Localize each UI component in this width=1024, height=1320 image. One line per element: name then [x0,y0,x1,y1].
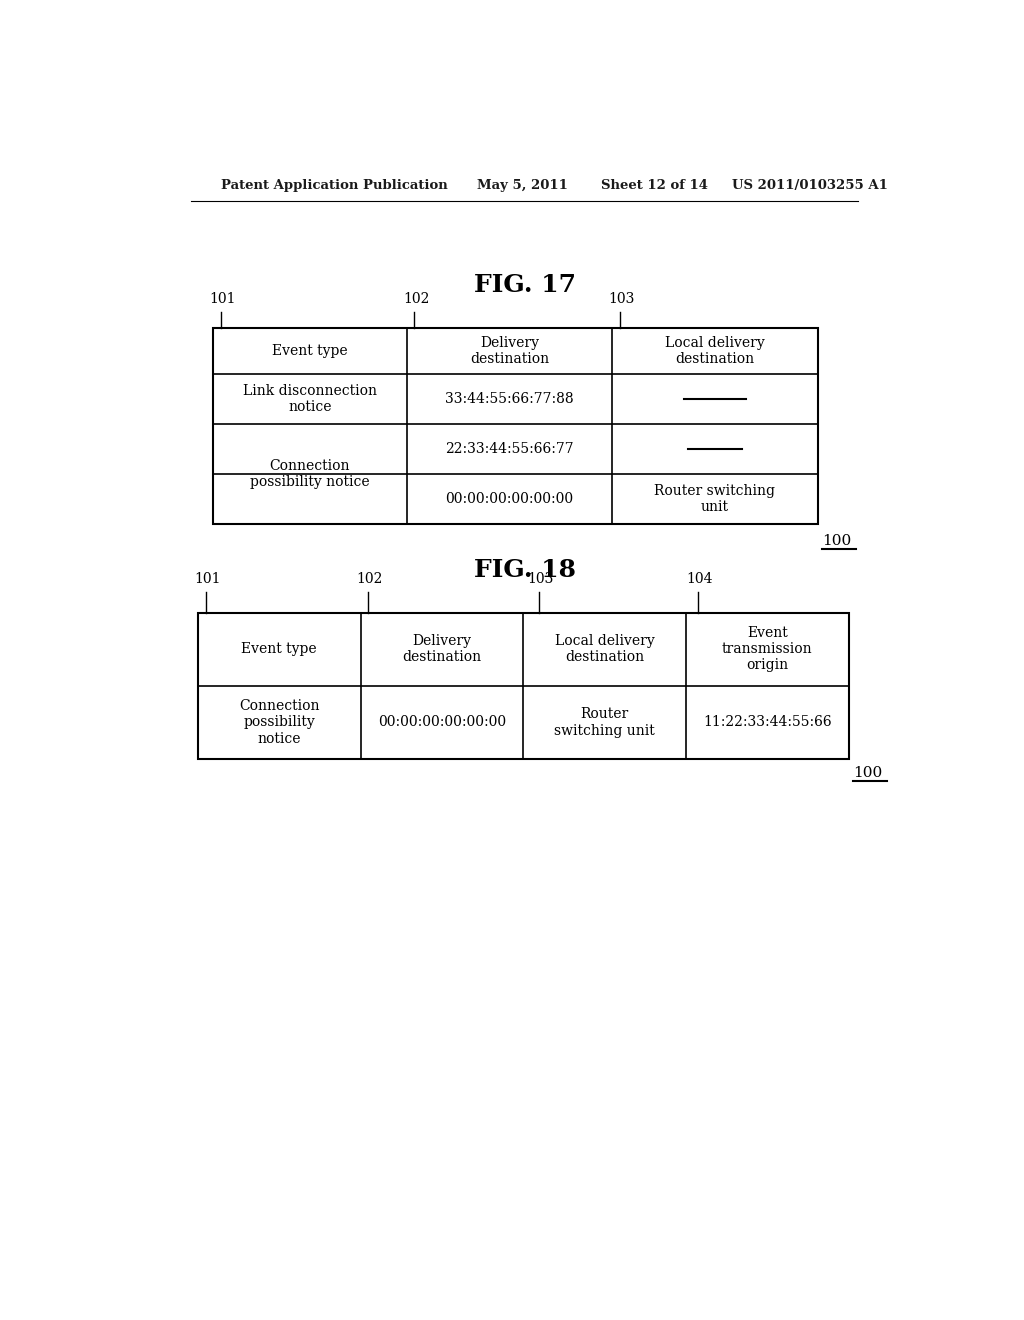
Text: 22:33:44:55:66:77: 22:33:44:55:66:77 [445,442,573,457]
Text: 11:22:33:44:55:66: 11:22:33:44:55:66 [703,715,831,730]
Text: 102: 102 [402,292,429,306]
Text: Local delivery
destination: Local delivery destination [555,634,654,664]
Text: US 2011/0103255 A1: US 2011/0103255 A1 [732,178,889,191]
Text: 101: 101 [209,292,236,306]
Text: 100: 100 [853,766,882,780]
Text: 00:00:00:00:00:00: 00:00:00:00:00:00 [378,715,506,730]
Text: Sheet 12 of 14: Sheet 12 of 14 [601,178,708,191]
Text: 102: 102 [356,572,383,586]
Text: Delivery
destination: Delivery destination [470,335,549,366]
Text: Patent Application Publication: Patent Application Publication [221,178,447,191]
Text: Event type: Event type [242,643,317,656]
Text: 101: 101 [194,572,220,586]
Text: FIG. 18: FIG. 18 [474,558,575,582]
FancyBboxPatch shape [198,612,849,759]
FancyBboxPatch shape [213,327,818,524]
Text: Local delivery
destination: Local delivery destination [666,335,765,366]
Text: Connection
possibility
notice: Connection possibility notice [239,700,319,746]
Text: 33:44:55:66:77:88: 33:44:55:66:77:88 [445,392,573,407]
Text: 00:00:00:00:00:00: 00:00:00:00:00:00 [445,492,573,506]
Text: May 5, 2011: May 5, 2011 [477,178,567,191]
Text: Connection
possibility notice: Connection possibility notice [250,459,370,490]
Text: Router
switching unit: Router switching unit [554,708,655,738]
Text: 100: 100 [821,535,851,548]
Text: 103: 103 [608,292,635,306]
Text: FIG. 17: FIG. 17 [474,273,575,297]
Text: Event type: Event type [272,345,348,358]
Text: Router switching
unit: Router switching unit [654,484,775,515]
Text: Event
transmission
origin: Event transmission origin [722,626,813,672]
Text: Delivery
destination: Delivery destination [402,634,481,664]
Text: 103: 103 [527,572,554,586]
Text: 104: 104 [686,572,713,586]
Text: Link disconnection
notice: Link disconnection notice [243,384,377,414]
